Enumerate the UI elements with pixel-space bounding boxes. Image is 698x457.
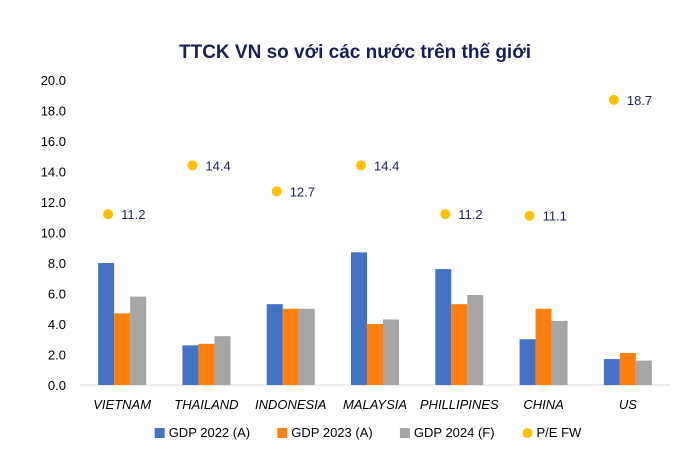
pe-data-label: 11.1 bbox=[543, 209, 567, 224]
legend: GDP 2022 (A) GDP 2023 (A) GDP 2024 (F) P/E … bbox=[154, 425, 583, 440]
bar bbox=[266, 304, 283, 385]
y-tick-label: 14.0 bbox=[41, 165, 66, 180]
bar bbox=[619, 352, 636, 385]
y-tick-label: 12.0 bbox=[41, 195, 66, 210]
y-tick-label: 16.0 bbox=[41, 134, 66, 149]
bar bbox=[98, 263, 115, 385]
x-tick-label: PHILLIPINES bbox=[420, 397, 499, 412]
legend-label: GDP 2022 (A) bbox=[169, 425, 250, 440]
pe-point bbox=[524, 210, 535, 221]
bar bbox=[383, 319, 399, 385]
bar bbox=[635, 360, 652, 385]
legend-label: GDP 2023 (A) bbox=[291, 425, 372, 440]
pe-point bbox=[187, 160, 198, 171]
bar bbox=[298, 308, 315, 385]
bar bbox=[603, 359, 620, 385]
legend-label: GDP 2024 (F) bbox=[414, 425, 495, 440]
legend-label: P/E FW bbox=[537, 425, 583, 440]
pe-point bbox=[356, 160, 366, 171]
y-tick-label: 4.0 bbox=[48, 317, 66, 332]
legend-swatch bbox=[154, 428, 165, 438]
legend-swatch bbox=[277, 428, 288, 438]
x-tick-label: US bbox=[619, 397, 637, 412]
legend-marker bbox=[522, 428, 533, 438]
x-axis: VIETNAM THAILAND INDONESIA MALAYSIA PHILLIPI… bbox=[93, 397, 637, 412]
pe-data-label: 11.2 bbox=[121, 207, 145, 222]
y-tick-label: 18.0 bbox=[41, 104, 66, 119]
bar bbox=[114, 313, 131, 385]
bar bbox=[182, 345, 199, 385]
plot-area: 11.2 14.4 12.7 14.4 11.2 11.1 18.7 bbox=[80, 93, 670, 386]
bar bbox=[519, 339, 536, 385]
y-tick-label: 20.0 bbox=[41, 73, 66, 88]
y-tick-label: 8.0 bbox=[48, 256, 66, 271]
bar bbox=[198, 343, 215, 385]
pe-data-label: 11.2 bbox=[458, 207, 482, 222]
pe-data-label: 14.4 bbox=[374, 158, 399, 173]
pe-data-label: 18.7 bbox=[627, 93, 652, 108]
y-axis: 0.0 2.0 4.0 6.0 8.0 10.0 12.0 14.0 16.0 18.0 20.0 bbox=[41, 73, 66, 393]
bar bbox=[435, 269, 452, 385]
bar bbox=[130, 296, 147, 385]
legend-swatch bbox=[399, 428, 410, 438]
pe-point bbox=[271, 186, 282, 197]
x-tick-label: INDONESIA bbox=[255, 397, 327, 412]
pe-point bbox=[608, 94, 619, 105]
bar bbox=[282, 308, 299, 385]
y-tick-label: 0.0 bbox=[48, 378, 66, 393]
y-tick-label: 10.0 bbox=[41, 226, 66, 241]
pe-data-label: 14.4 bbox=[205, 158, 230, 173]
x-tick-label: CHINA bbox=[523, 397, 563, 412]
chart-title: TTCK VN so với các nước trên thế giới bbox=[179, 42, 531, 63]
bar bbox=[367, 324, 383, 385]
bar bbox=[535, 308, 552, 385]
pe-point bbox=[103, 209, 114, 220]
bar bbox=[214, 336, 231, 385]
bar bbox=[351, 252, 367, 385]
pe-data-label: 12.7 bbox=[290, 184, 315, 199]
y-tick-label: 2.0 bbox=[48, 348, 66, 363]
bar bbox=[451, 304, 468, 385]
x-tick-label: VIETNAM bbox=[93, 397, 151, 412]
x-tick-label: THAILAND bbox=[174, 397, 238, 412]
bar bbox=[467, 295, 484, 385]
y-tick-label: 6.0 bbox=[48, 287, 66, 302]
bar bbox=[551, 320, 568, 385]
x-tick-label: MALAYSIA bbox=[343, 397, 407, 412]
pe-point bbox=[440, 209, 451, 220]
